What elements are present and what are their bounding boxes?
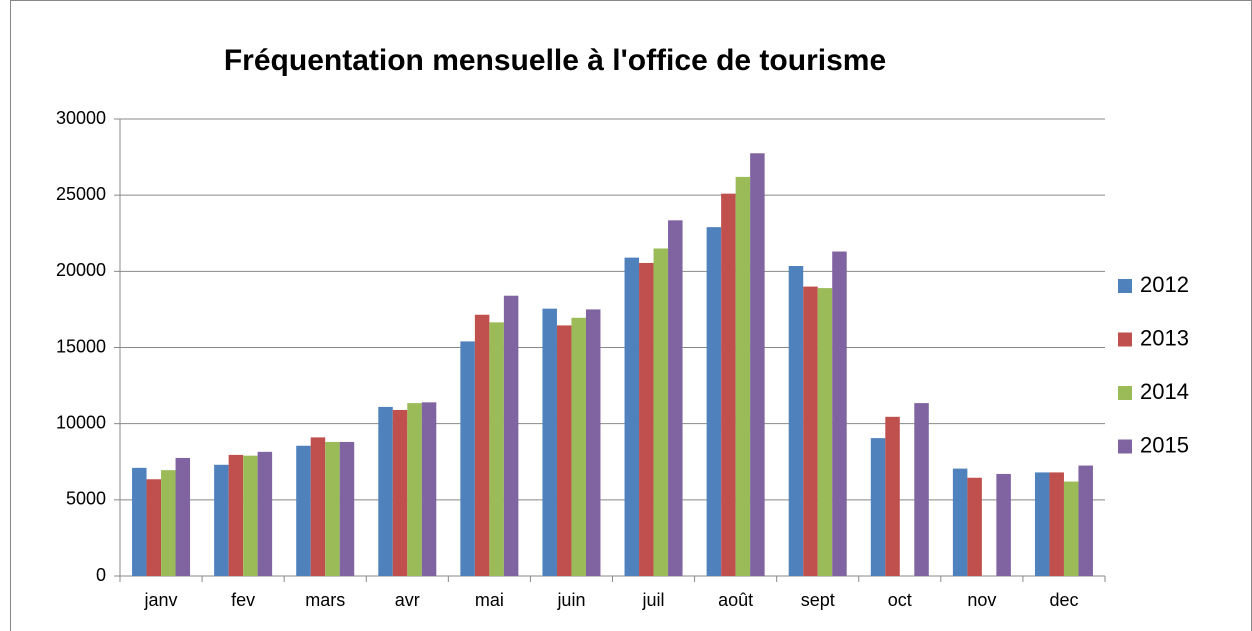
bar — [1049, 472, 1064, 576]
bar — [585, 309, 601, 576]
bar — [952, 468, 968, 576]
bar — [474, 314, 490, 576]
bar — [817, 288, 833, 576]
bar — [653, 248, 669, 576]
bar — [132, 467, 147, 576]
bar — [668, 220, 683, 576]
bar — [378, 406, 393, 576]
bar — [310, 437, 326, 576]
bar — [832, 251, 847, 576]
x-tick-label: sept — [801, 590, 835, 610]
bar — [296, 445, 311, 576]
bar — [1063, 481, 1079, 576]
bar — [996, 473, 1011, 576]
x-tick-label: mai — [475, 590, 504, 610]
x-tick-label: fev — [231, 590, 255, 610]
y-tick-label: 30000 — [56, 108, 106, 128]
x-tick-label: avr — [395, 590, 420, 610]
x-tick-label: juil — [642, 590, 665, 610]
bar — [257, 451, 273, 576]
bar — [228, 454, 244, 576]
bar — [967, 477, 982, 576]
legend-swatch — [1118, 279, 1132, 293]
bar — [407, 403, 422, 576]
bar — [489, 322, 504, 576]
legend-swatch — [1118, 386, 1132, 400]
bar — [1078, 465, 1093, 576]
bar — [571, 317, 586, 576]
legend-swatch — [1118, 439, 1132, 454]
x-tick-label: dec — [1049, 590, 1078, 610]
y-tick-label: 10000 — [56, 412, 106, 432]
bar — [706, 227, 722, 576]
x-tick-label: mars — [305, 590, 345, 610]
bar — [392, 409, 408, 576]
legend-label: 2013 — [1140, 325, 1189, 350]
x-tick-label: oct — [888, 590, 912, 610]
legend-label: 2015 — [1140, 432, 1189, 457]
bar — [914, 403, 929, 576]
y-tick-label: 0 — [96, 565, 106, 585]
bar — [421, 402, 437, 576]
y-tick-label: 5000 — [66, 489, 106, 509]
y-tick-label: 15000 — [56, 336, 106, 356]
bar — [542, 308, 557, 576]
x-tick-label: nov — [967, 590, 996, 610]
bar — [175, 457, 191, 576]
legend-label: 2014 — [1140, 379, 1189, 404]
x-tick-label: août — [718, 590, 753, 610]
bar — [243, 455, 258, 576]
bar — [460, 341, 475, 576]
bar — [624, 257, 640, 576]
chart-title: Fréquentation mensuelle à l'office de to… — [224, 44, 886, 77]
x-tick-label: janv — [144, 590, 178, 610]
bar — [803, 286, 818, 576]
bar — [503, 295, 519, 576]
bar — [325, 441, 340, 576]
bar — [214, 464, 229, 576]
bar — [885, 416, 900, 576]
bar — [1034, 472, 1050, 576]
bar — [788, 266, 804, 576]
legend-swatch — [1118, 332, 1132, 347]
bar — [161, 470, 176, 576]
y-tick-label: 20000 — [56, 260, 106, 280]
bar — [146, 479, 162, 576]
x-tick-label: juin — [556, 590, 585, 610]
y-tick-label: 25000 — [56, 184, 106, 204]
bar — [556, 325, 572, 576]
bar — [639, 262, 654, 576]
bar — [750, 153, 765, 576]
bar — [870, 438, 886, 576]
bar — [339, 441, 355, 576]
bar — [721, 193, 736, 577]
legend-label: 2012 — [1140, 272, 1189, 297]
bar — [735, 176, 751, 577]
